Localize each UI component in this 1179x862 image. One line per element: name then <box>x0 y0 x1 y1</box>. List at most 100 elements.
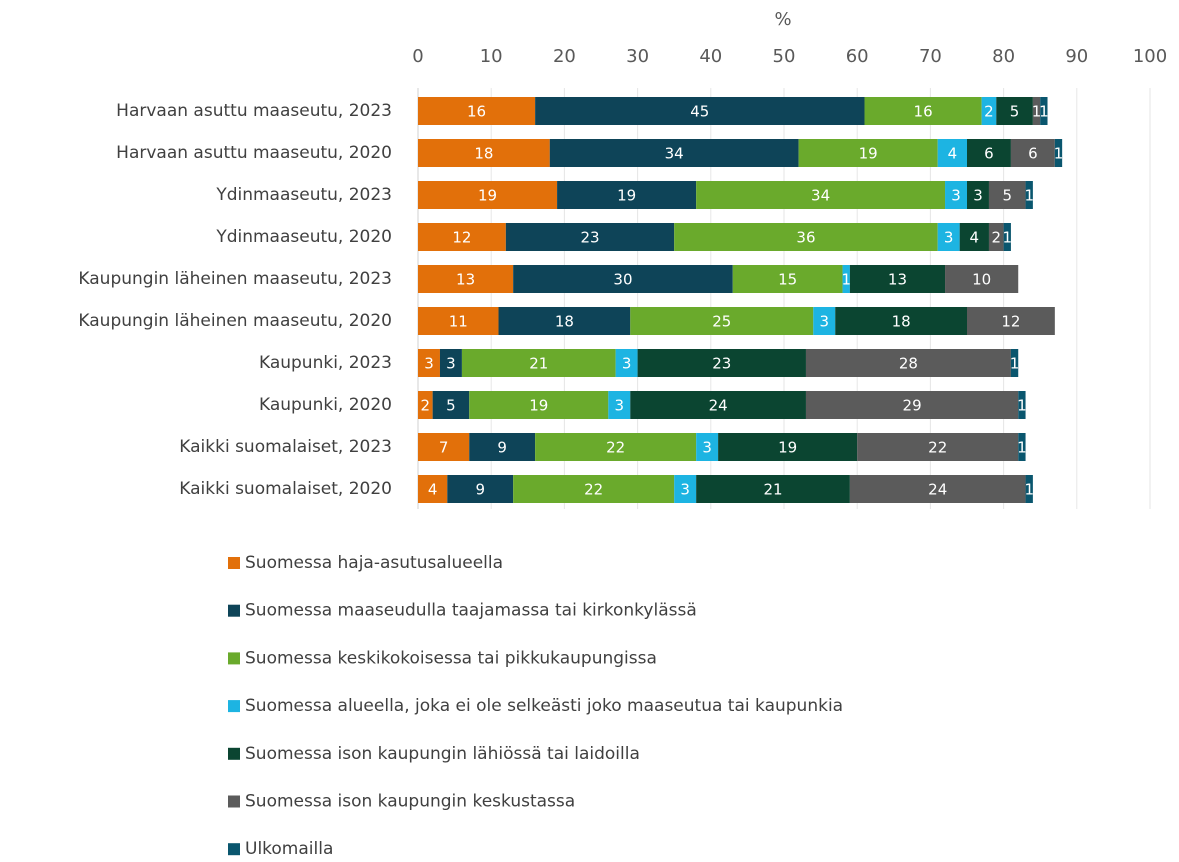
value-label: 3 <box>446 355 456 373</box>
y-tick-label: Kaupunki, 2020 <box>259 395 392 415</box>
value-label: 22 <box>928 439 947 457</box>
value-label: 34 <box>811 187 830 205</box>
legend-label: Suomessa ison kaupungin lähiössä tai lai… <box>245 744 640 764</box>
bar-segment <box>1025 475 1033 503</box>
bar-segment <box>432 391 470 419</box>
legend-swatch <box>228 700 240 713</box>
bar-segment <box>1025 181 1033 209</box>
bar-segment <box>937 223 960 251</box>
value-label: 13 <box>456 271 475 289</box>
value-label: 7 <box>439 439 449 457</box>
bar-segment <box>549 139 799 167</box>
y-tick-label: Kaupungin läheinen maaseutu, 2023 <box>78 269 392 289</box>
value-label: 3 <box>951 187 961 205</box>
bar-segment <box>805 391 1019 419</box>
bar-segment <box>945 265 1019 293</box>
bar-segment <box>967 307 1055 335</box>
value-label: 11 <box>449 313 468 331</box>
bar-segment <box>1003 223 1011 251</box>
legend-swatch <box>228 604 240 617</box>
bar-segment <box>732 265 843 293</box>
bar-segment <box>615 349 638 377</box>
legend-swatch <box>228 843 240 856</box>
value-label: 13 <box>888 271 907 289</box>
bar-segment <box>418 307 499 335</box>
value-label: 3 <box>622 355 632 373</box>
value-label: 1 <box>1017 397 1027 415</box>
y-tick-label: Kaikki suomalaiset, 2020 <box>179 479 392 499</box>
bar-segment <box>945 181 967 209</box>
value-label: 12 <box>452 229 471 247</box>
value-label: 1 <box>1032 103 1042 121</box>
bar-segment <box>1010 139 1055 167</box>
bar-segment <box>535 433 697 461</box>
value-label: 19 <box>529 397 548 415</box>
x-tick-label: 90 <box>1065 46 1088 67</box>
value-label: 24 <box>928 481 947 499</box>
bar-segment <box>988 223 1004 251</box>
bar-segment <box>498 307 631 335</box>
y-tick-label: Ydinmaaseutu, 2020 <box>215 227 392 247</box>
bar-segment <box>418 433 470 461</box>
value-label: 2 <box>984 103 994 121</box>
legend-swatch <box>228 747 240 760</box>
value-label: 19 <box>617 187 636 205</box>
bar-segment <box>805 349 1011 377</box>
bar-segment <box>813 307 836 335</box>
bar-segment <box>857 433 1019 461</box>
bar-segment <box>637 349 806 377</box>
value-label: 16 <box>914 103 933 121</box>
x-tick-label: 0 <box>412 46 423 67</box>
bar-segment <box>513 265 733 293</box>
bar-segment <box>864 97 982 125</box>
value-label: 1 <box>841 271 851 289</box>
value-label: 1 <box>1017 439 1027 457</box>
x-tick-label: 30 <box>626 46 649 67</box>
bar-segment <box>696 475 850 503</box>
bar-segment <box>988 181 1026 209</box>
value-label: 15 <box>778 271 797 289</box>
legend-swatch <box>228 795 240 808</box>
bar-segment <box>418 223 506 251</box>
value-label: 2 <box>992 229 1002 247</box>
value-label: 21 <box>763 481 782 499</box>
bar-segment <box>849 475 1026 503</box>
bar-segment <box>959 223 989 251</box>
legend-label: Suomessa ison kaupungin keskustassa <box>245 792 575 812</box>
bar-segment <box>418 391 433 419</box>
value-label: 5 <box>1010 103 1020 121</box>
value-label: 3 <box>615 397 625 415</box>
value-label: 19 <box>778 439 797 457</box>
value-label: 22 <box>584 481 603 499</box>
value-label: 23 <box>712 355 731 373</box>
value-label: 1 <box>1039 103 1049 121</box>
bar-segment <box>981 97 997 125</box>
bar-segment <box>849 265 946 293</box>
legend-label: Suomessa maaseudulla taajamassa tai kirk… <box>245 601 697 621</box>
value-label: 16 <box>467 103 486 121</box>
value-label: 30 <box>613 271 632 289</box>
bar-segment <box>1010 349 1019 377</box>
bar-segment <box>469 391 609 419</box>
x-tick-label: 50 <box>773 46 796 67</box>
legend-label: Suomessa keskikokoisessa tai pikkukaupun… <box>245 648 657 668</box>
x-tick-label: 100 <box>1133 46 1167 67</box>
value-label: 1 <box>1024 481 1034 499</box>
bar-segment <box>630 307 814 335</box>
value-label: 24 <box>709 397 728 415</box>
value-label: 2 <box>421 397 431 415</box>
bar-segment <box>1018 433 1026 461</box>
value-label: 22 <box>606 439 625 457</box>
value-label: 3 <box>424 355 434 373</box>
value-label: 9 <box>475 481 485 499</box>
value-label: 3 <box>944 229 954 247</box>
value-label: 3 <box>973 187 983 205</box>
bar-segment <box>798 139 938 167</box>
bar-segment <box>535 97 865 125</box>
bar-segment <box>674 223 938 251</box>
value-label: 3 <box>819 313 829 331</box>
value-label: 23 <box>580 229 599 247</box>
value-label: 25 <box>712 313 731 331</box>
bar-segment <box>418 349 440 377</box>
value-label: 12 <box>1001 313 1020 331</box>
